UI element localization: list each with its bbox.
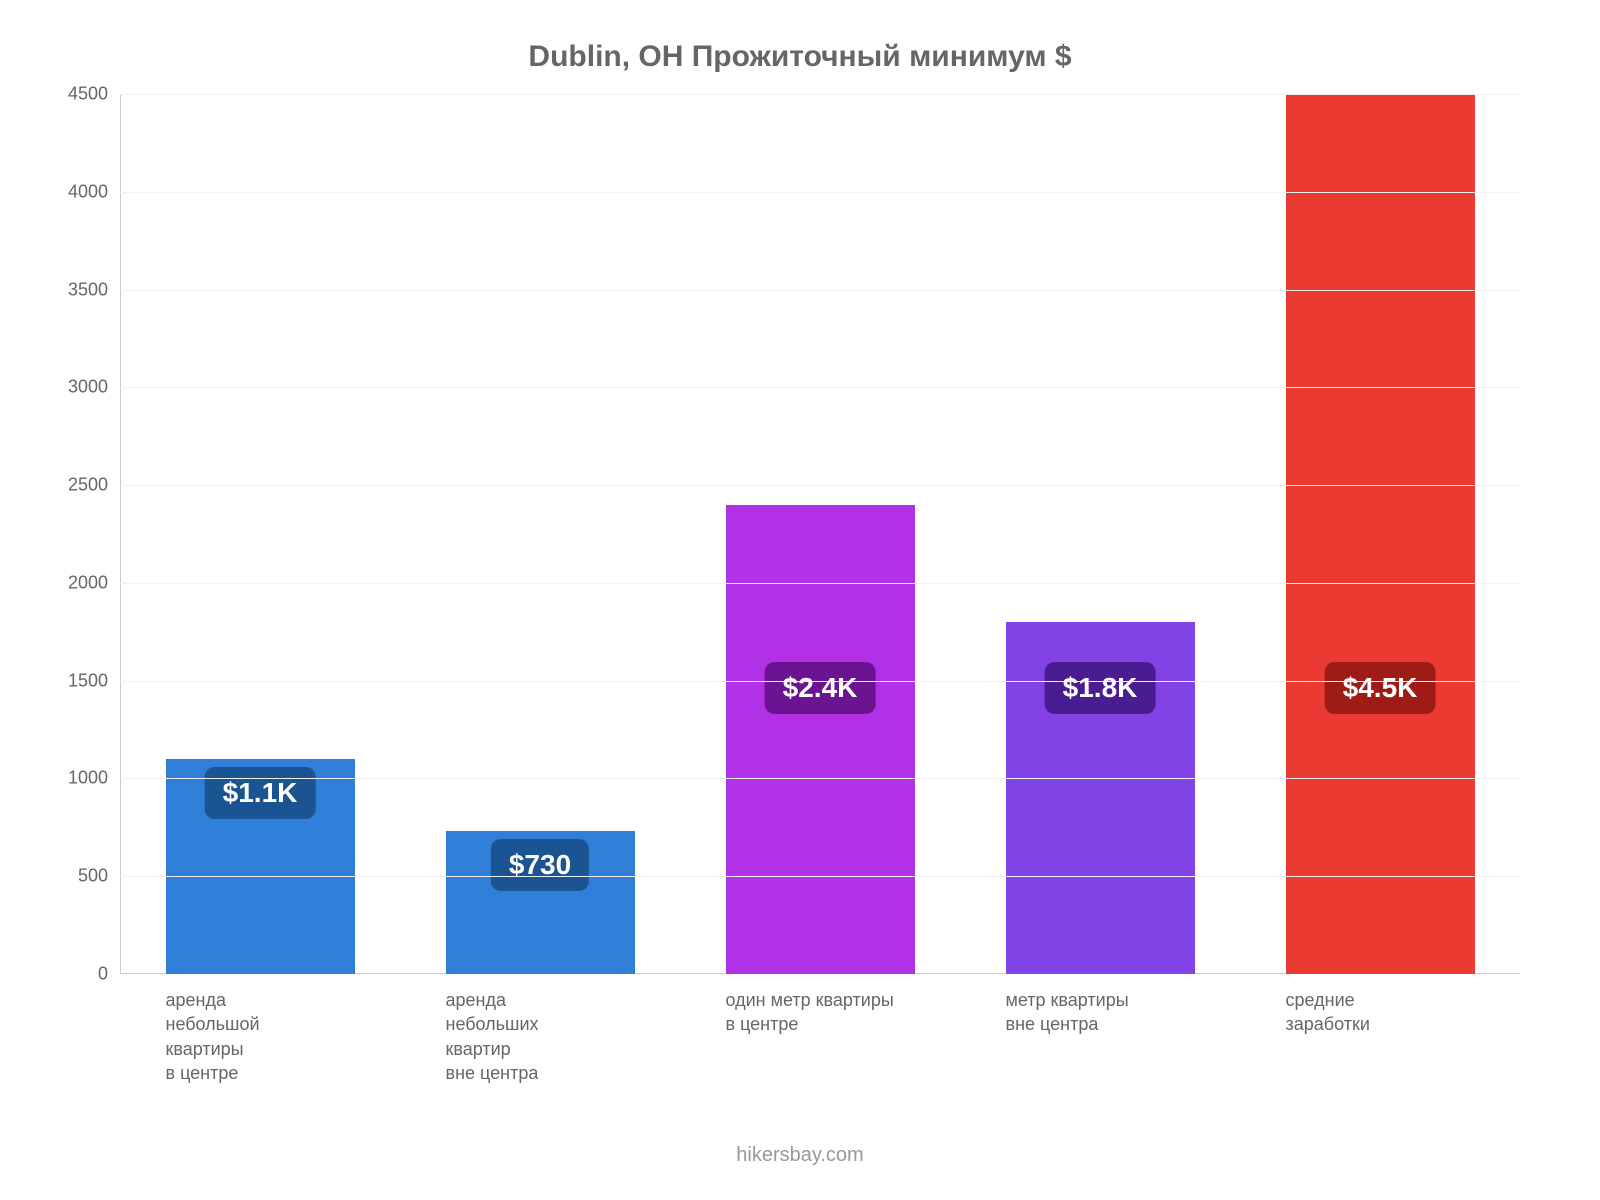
bar: $2.4K xyxy=(726,505,915,974)
y-tick-label: 4000 xyxy=(68,181,120,202)
bar-value-label: $2.4K xyxy=(765,662,876,714)
y-tick-label: 0 xyxy=(98,964,120,985)
gridline xyxy=(120,583,1520,584)
chart-title: Dublin, OH Прожиточный минимум $ xyxy=(40,40,1560,74)
y-tick-label: 1500 xyxy=(68,670,120,691)
bar: $4.5K xyxy=(1286,94,1475,974)
bar: $1.1K xyxy=(166,759,355,974)
y-tick-label: 4500 xyxy=(68,84,120,105)
x-tick-label: средние заработки xyxy=(1286,988,1545,1037)
chart-container: Dublin, OH Прожиточный минимум $ $1.1K $7… xyxy=(0,0,1600,1200)
plot-area: $1.1K$730$2.4K$1.8K$4.5K 050010001500200… xyxy=(120,94,1520,974)
x-tick-label: аренда небольших квартир вне центра xyxy=(446,988,705,1085)
bar-value-label: $1.8K xyxy=(1045,662,1156,714)
x-tick-label: один метр квартиры в центре xyxy=(726,988,985,1037)
gridline xyxy=(120,192,1520,193)
x-tick-label: метр квартиры вне центра xyxy=(1006,988,1265,1037)
gridline xyxy=(120,681,1520,682)
y-tick-label: 2500 xyxy=(68,475,120,496)
gridline xyxy=(120,485,1520,486)
gridline xyxy=(120,387,1520,388)
gridline xyxy=(120,94,1520,95)
gridline xyxy=(120,290,1520,291)
bar-value-label: $1.1K xyxy=(205,767,316,819)
x-tick-label: аренда небольшой квартиры в центре xyxy=(166,988,425,1085)
y-tick-label: 1000 xyxy=(68,768,120,789)
bars-layer: $1.1K $730 $2.4K $1.8K $4.5K xyxy=(120,94,1520,974)
y-tick-label: 3000 xyxy=(68,377,120,398)
bar-value-label: $730 xyxy=(491,839,589,891)
chart-footer: hikersbay.com xyxy=(40,1144,1560,1167)
y-tick-label: 3500 xyxy=(68,279,120,300)
bar: $1.8K xyxy=(1006,622,1195,974)
bar: $730 xyxy=(446,831,635,974)
bar-value-label: $4.5K xyxy=(1325,662,1436,714)
gridline xyxy=(120,778,1520,779)
gridline xyxy=(120,876,1520,877)
x-axis-labels: аренда небольшой квартиры в центреаренда… xyxy=(120,974,1520,1134)
y-tick-label: 2000 xyxy=(68,572,120,593)
y-tick-label: 500 xyxy=(78,866,120,887)
